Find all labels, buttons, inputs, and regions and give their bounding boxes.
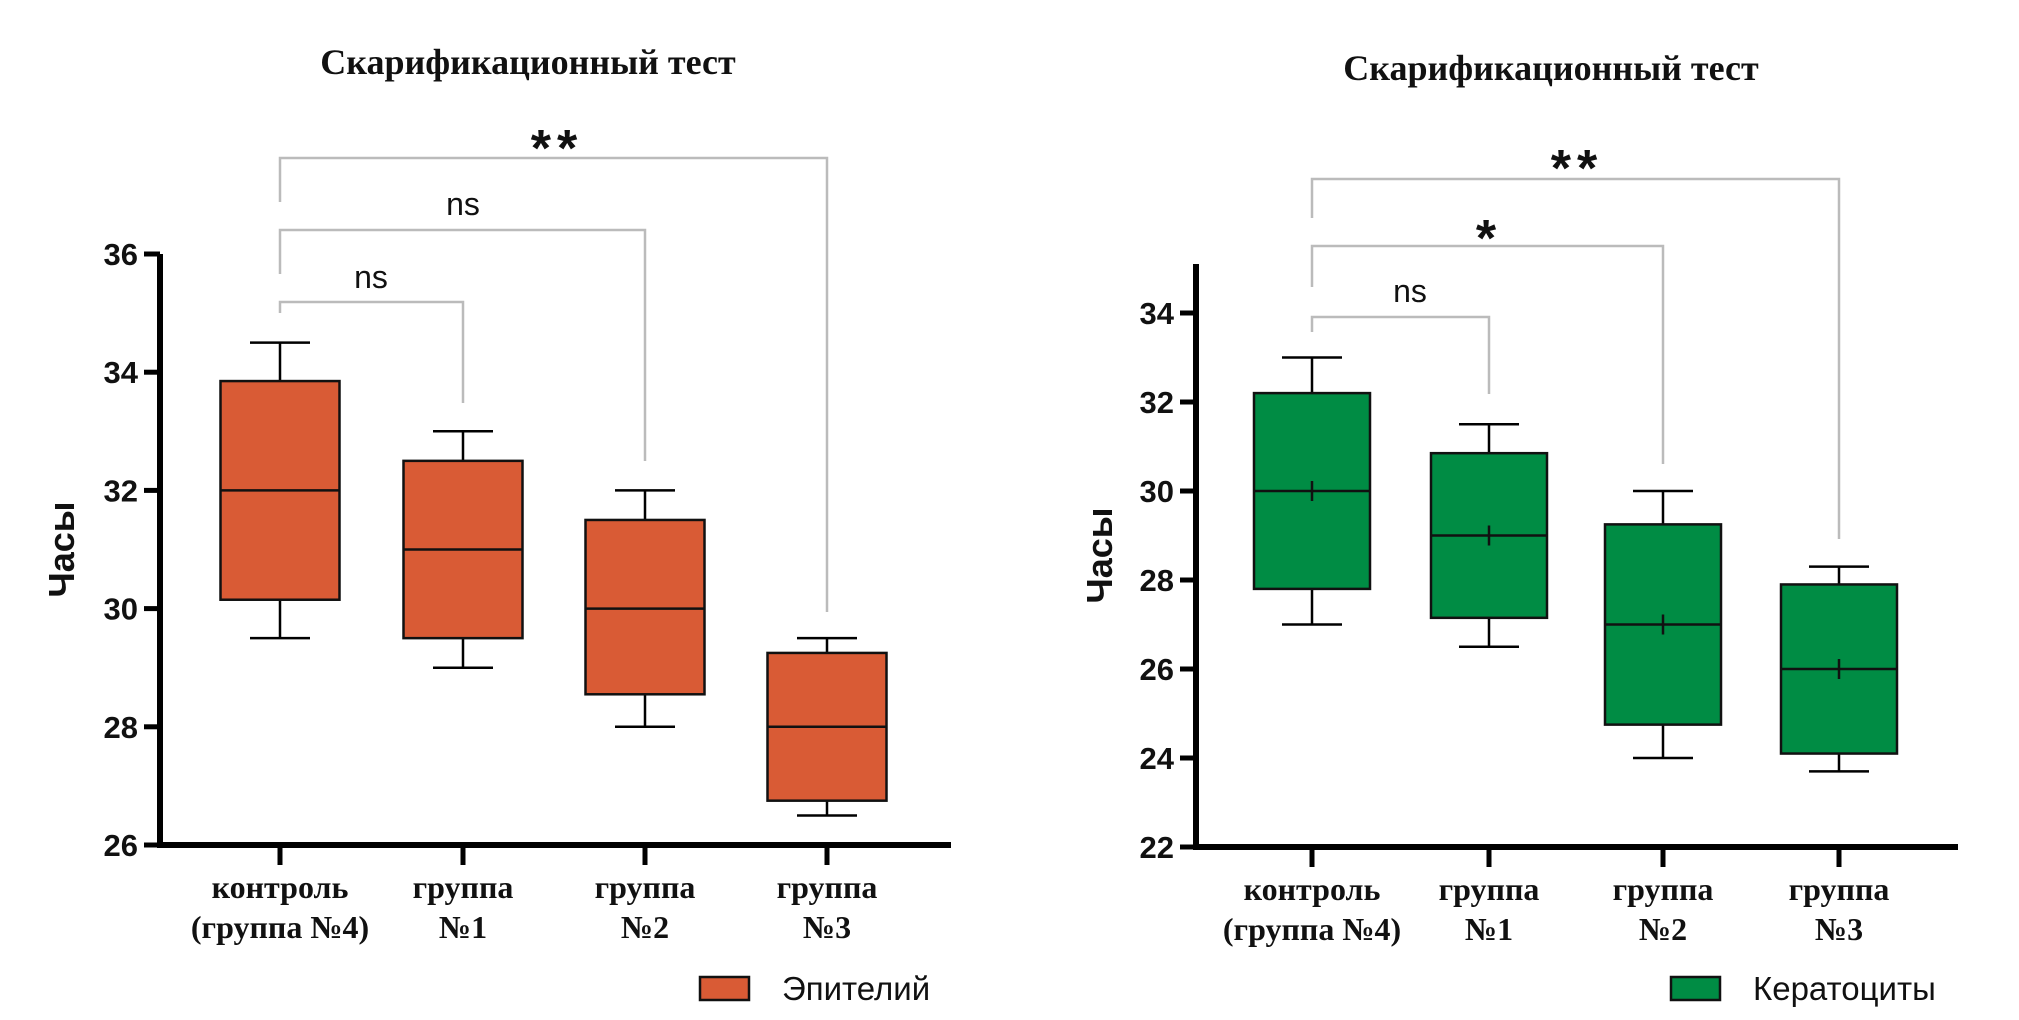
y-axis-label: Часы — [41, 501, 82, 597]
y-tick-label: 28 — [104, 710, 138, 745]
x-tick-label: группа №1 — [1439, 871, 1540, 947]
y-tick-label: 24 — [1140, 741, 1175, 776]
x-tick-label-line: контроль — [212, 869, 349, 905]
box-3 — [584, 489, 706, 729]
x-tick-label: группа №3 — [1789, 871, 1890, 947]
y-axis-label: Часы — [1079, 507, 1120, 603]
x-tick-label-line: №2 — [1639, 911, 1687, 947]
legend-swatch — [698, 975, 751, 1002]
chart-2: Скарификационный тест Часы 22 24 26 28 30 32 34 к… — [1079, 48, 1958, 1007]
y-tick-label: 32 — [1140, 385, 1174, 420]
x-tick-label: группа №2 — [595, 869, 696, 945]
significance-label: * — [1476, 210, 1502, 268]
significance-bracket — [278, 156, 829, 612]
chart-title: Скарификационный тест — [320, 42, 736, 82]
x-tick-label-line: группа — [777, 869, 878, 905]
y-tick-label: 30 — [104, 592, 138, 627]
x-tick-label-line: №2 — [621, 909, 669, 945]
y-tick-label: 22 — [1140, 830, 1174, 865]
x-tick-label-line: №3 — [803, 909, 851, 945]
y-tick-label: 32 — [104, 473, 138, 508]
y-tick-label: 30 — [1140, 474, 1174, 509]
box-2 — [402, 430, 524, 669]
box-4 — [1779, 565, 1899, 773]
x-tick-label-line: контроль — [1244, 871, 1381, 907]
x-tick-label-line: (группа №4) — [1223, 911, 1401, 947]
box-4 — [766, 636, 888, 817]
x-tick-label-line: группа — [595, 869, 696, 905]
x-tick-label-line: группа — [1613, 871, 1714, 907]
chart-1: Скарификационный тест Часы 26 28 30 32 34 36 кон… — [41, 42, 951, 1007]
significance-label: ns — [446, 186, 480, 222]
y-tick-label: 36 — [104, 237, 138, 272]
legend-swatch — [1669, 975, 1722, 1002]
legend-label: Кератоциты — [1753, 970, 1936, 1007]
box-2 — [1429, 423, 1549, 648]
x-tick-label: группа №2 — [1613, 871, 1714, 947]
x-tick-label: группа №1 — [413, 869, 514, 945]
significance-label: ** — [531, 120, 583, 178]
box-1 — [219, 341, 341, 640]
significance-bracket — [1310, 244, 1665, 464]
y-tick-label: 26 — [104, 828, 138, 863]
x-tick-label-line: №3 — [1815, 911, 1863, 947]
box-rect — [584, 518, 706, 696]
legend-label: Эпителий — [782, 970, 930, 1007]
y-tick-label: 26 — [1140, 652, 1174, 687]
significance-bracket — [278, 300, 465, 403]
x-tick-label: контроль (группа №4) — [191, 869, 369, 945]
x-tick-label-line: группа — [413, 869, 514, 905]
x-tick-label: контроль (группа №4) — [1223, 871, 1401, 947]
significance-bracket — [1310, 177, 1841, 539]
significance-label: ns — [354, 259, 388, 295]
significance-label: ** — [1551, 140, 1603, 198]
x-tick-label-line: группа — [1789, 871, 1890, 907]
y-tick-label: 28 — [1140, 563, 1174, 598]
box-3 — [1603, 489, 1723, 760]
x-tick-label-line: №1 — [1465, 911, 1513, 947]
y-tick-label: 34 — [1140, 296, 1175, 331]
y-tick-label: 34 — [104, 355, 139, 390]
x-tick-label-line: (группа №4) — [191, 909, 369, 945]
x-tick-label-line: №1 — [439, 909, 487, 945]
chart-title: Скарификационный тест — [1343, 48, 1759, 88]
x-tick-label-line: группа — [1439, 871, 1540, 907]
significance-bracket — [278, 228, 647, 461]
significance-bracket — [1310, 315, 1491, 394]
x-tick-label: группа №3 — [777, 869, 878, 945]
significance-label: ns — [1393, 273, 1427, 309]
box-1 — [1252, 356, 1372, 626]
